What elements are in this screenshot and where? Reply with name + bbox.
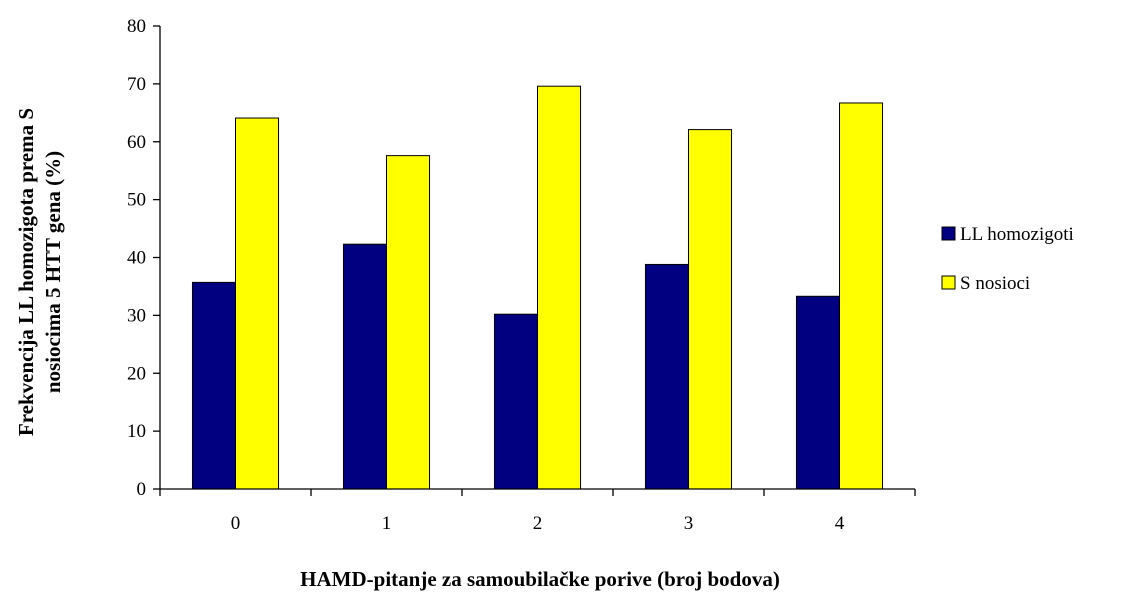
y-tick-label: 80 [127,16,146,37]
bar-s-nosioci [688,129,733,490]
axes-group: 0 10 20 30 40 50 60 70 80 0 1 2 3 4 [127,16,916,534]
bar-ll-homozigoti [795,295,841,490]
y-axis-title-line-2: nosiocima 5 HTT gena (%) [41,151,65,393]
y-tick-label: 70 [127,74,146,95]
y-tick-label: 40 [127,248,146,269]
bar-ll-homozigoti [191,281,236,490]
legend: LL homozigoti S nosioci [941,224,1074,294]
bar-ll-homozigoti [493,313,538,490]
bar-s-nosioci [839,102,884,490]
y-tick-label: 10 [127,421,146,442]
y-tick-label: 0 [137,479,147,500]
legend-label-ll-homozigoti: LL homozigoti [960,224,1074,245]
y-tick-label: 30 [127,305,146,326]
y-tick-label: 60 [127,132,146,153]
bars-group [191,85,884,490]
x-axis-title: HAMD-pitanje za samoubilačke porive (bro… [300,567,780,591]
x-tick-label: 4 [835,513,845,534]
x-tick-label: 1 [382,513,392,534]
y-axis-title-line-1: Frekvencija LL homozigota prema S [14,108,38,436]
legend-swatch-ll-homozigoti [941,226,956,241]
x-tick-label: 2 [533,513,543,534]
bar-ll-homozigoti [342,243,387,490]
bar-s-nosioci [537,85,582,490]
bar-ll-homozigoti [644,263,690,490]
x-tick-label: 0 [231,513,241,534]
legend-swatch-s-nosioci [941,275,956,290]
y-tick-label: 50 [127,190,146,211]
legend-label-s-nosioci: S nosioci [960,273,1030,294]
bar-s-nosioci [386,155,431,490]
bar-s-nosioci [235,117,280,490]
x-tick-label: 3 [684,513,694,534]
y-tick-label: 20 [127,363,146,384]
